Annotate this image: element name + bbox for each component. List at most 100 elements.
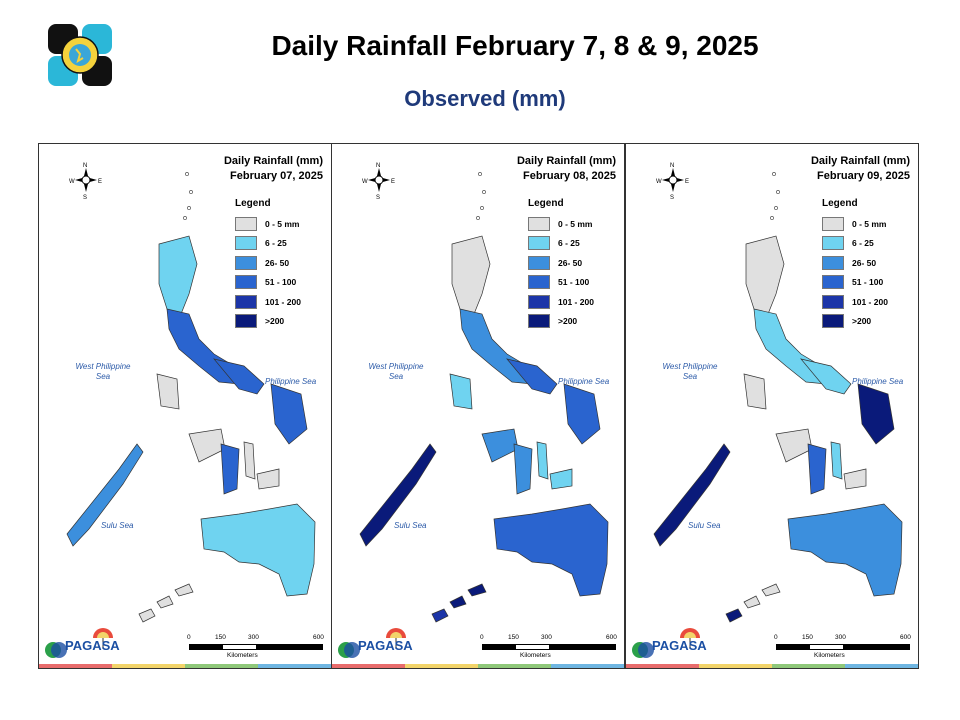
pagasa-emblem-icon [338, 628, 406, 658]
svg-text:E: E [98, 179, 102, 185]
islet [770, 216, 774, 220]
legend-label: 6 - 25 [558, 238, 580, 249]
pagasa-emblem-icon [45, 628, 113, 658]
legend-label: 51 - 100 [852, 277, 884, 288]
islet [185, 172, 189, 176]
province-region [725, 608, 743, 623]
legend-label: 26- 50 [265, 257, 290, 268]
pagasa-emblem-icon [632, 628, 700, 658]
compass-rose-icon: N S W E [362, 163, 395, 200]
legend: Legend 0 - 5 mm 6 - 25 26- 50 51 - 100 101 - … [822, 198, 888, 331]
province-region [467, 583, 487, 597]
legend-label: >200 [265, 316, 285, 327]
scale-bar: 0 150 300 600 Kilometers [480, 634, 617, 659]
pagasa-logo: PAGASA [336, 624, 413, 666]
province-region [787, 503, 903, 597]
legend-label: 101 - 200 [265, 296, 301, 307]
sea-label-philippine: Philippine Sea [265, 377, 317, 386]
province-region [213, 358, 265, 395]
agency-name: PAGASA [65, 638, 120, 653]
legend-swatch [822, 236, 844, 251]
legend-swatch [235, 255, 257, 270]
province-region [800, 358, 852, 395]
islet [183, 216, 187, 220]
rainfall-map [359, 172, 609, 623]
legend-label: 26- 50 [852, 257, 877, 268]
islet [187, 206, 191, 210]
legend-item: 51 - 100 [528, 273, 594, 293]
svg-text:E: E [391, 179, 395, 185]
sea-label-west: West Philippine Sea [662, 362, 718, 381]
province-region [830, 441, 843, 480]
legend: Legend 0 - 5 mm 6 - 25 26- 50 51 - 100 101 - … [528, 198, 594, 331]
legend-item: >200 [822, 312, 888, 332]
map-heading: Daily Rainfall (mm) [810, 155, 910, 167]
map-heading: Daily Rainfall (mm) [223, 155, 323, 167]
agency-name: PAGASA [358, 638, 413, 653]
province-region [506, 358, 558, 395]
map-panel-feb08: N S W E Daily Rainfall (mm) February 08,… [331, 143, 625, 669]
legend-item: 101 - 200 [528, 292, 594, 312]
province-region [481, 428, 519, 463]
legend-item: 51 - 100 [822, 273, 888, 293]
province-region [256, 468, 280, 490]
svg-text:W: W [362, 179, 368, 185]
legend-item: 101 - 200 [822, 292, 888, 312]
province-region [653, 443, 731, 547]
brand-color-strip [626, 664, 918, 668]
rainfall-map [653, 172, 903, 623]
islet [480, 206, 484, 210]
province-region [513, 443, 533, 495]
province-region [449, 373, 473, 410]
sea-label-philippine: Philippine Sea [852, 377, 904, 386]
dost-logo [48, 24, 112, 86]
province-region [66, 443, 144, 547]
legend-swatch [822, 216, 844, 231]
legend-title: Legend [528, 198, 564, 209]
sea-label-west: West Philippine Sea [75, 362, 131, 381]
legend-label: 51 - 100 [558, 277, 590, 288]
rainfall-map [66, 172, 316, 623]
province-region [138, 608, 156, 623]
legend-item: >200 [528, 312, 594, 332]
legend-label: 26- 50 [558, 257, 583, 268]
province-region [174, 583, 194, 597]
province-region [743, 595, 761, 609]
svg-text:S: S [670, 195, 674, 200]
legend-swatch [822, 255, 844, 270]
legend-item: 51 - 100 [235, 273, 301, 293]
legend-swatch [235, 314, 257, 329]
legend-label: >200 [558, 316, 578, 327]
svg-text:N: N [83, 163, 87, 169]
province-region [158, 235, 198, 320]
province-region [857, 383, 895, 445]
legend-swatch [528, 236, 550, 251]
agency-name: PAGASA [652, 638, 707, 653]
legend-item: 26- 50 [235, 253, 301, 273]
legend: Legend 0 - 5 mm 6 - 25 26- 50 51 - 100 101 - … [235, 198, 301, 331]
legend-swatch [528, 294, 550, 309]
legend-label: 0 - 5 mm [558, 218, 593, 229]
islet [189, 190, 193, 194]
svg-text:N: N [670, 163, 674, 169]
brand-color-strip [39, 664, 331, 668]
map-date: February 08, 2025 [523, 170, 616, 182]
legend-label: >200 [852, 316, 872, 327]
legend-swatch [528, 314, 550, 329]
legend-item: 101 - 200 [235, 292, 301, 312]
islet [774, 206, 778, 210]
province-region [188, 428, 226, 463]
pagasa-logo: PAGASA [630, 624, 707, 666]
map-date: February 07, 2025 [230, 170, 323, 182]
legend-label: 101 - 200 [852, 296, 888, 307]
svg-text:E: E [685, 179, 689, 185]
islet [478, 172, 482, 176]
province-region [449, 595, 467, 609]
islet [482, 190, 486, 194]
page-title: Daily Rainfall February 7, 8 & 9, 2025 [271, 30, 759, 61]
legend-item: >200 [235, 312, 301, 332]
legend-swatch [235, 275, 257, 290]
scale-bar: 0 150 300 600 Kilometers [187, 634, 324, 659]
legend-swatch [528, 216, 550, 231]
province-region [431, 608, 449, 623]
